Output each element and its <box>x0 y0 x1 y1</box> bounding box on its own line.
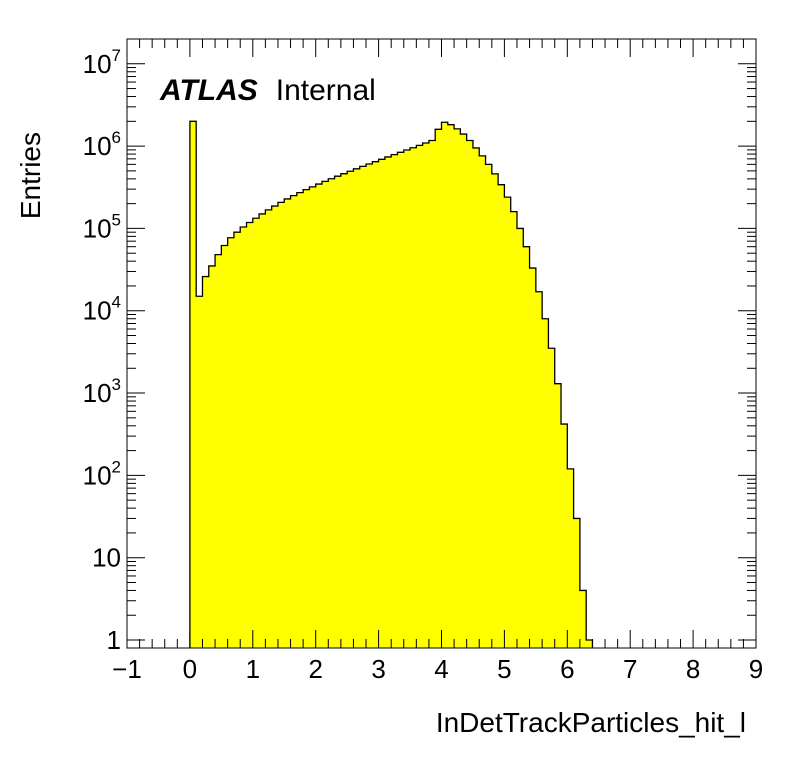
y-axis-title: Entries <box>15 132 46 219</box>
histogram-bin <box>573 518 581 648</box>
histogram-bin <box>472 147 480 648</box>
histogram-bin <box>246 222 254 648</box>
x-tick-label: −1 <box>112 654 142 684</box>
histogram-bin <box>378 159 386 648</box>
x-tick-labels: −1 0 1 2 3 4 5 6 7 8 9 <box>112 654 763 684</box>
histogram-bin <box>303 189 310 648</box>
histogram-bin <box>535 291 543 648</box>
x-tick-label: 3 <box>371 654 385 684</box>
histogram-bars <box>189 120 594 649</box>
histogram-bin <box>410 147 417 648</box>
histogram-bin <box>221 245 228 648</box>
histogram-bin <box>397 152 405 648</box>
histogram-bin <box>334 176 342 648</box>
x-tick-label: 2 <box>308 654 322 684</box>
histogram-bin <box>485 164 493 649</box>
histogram-bin <box>447 124 455 648</box>
histogram-bin <box>454 128 461 649</box>
histogram-bin <box>428 140 436 649</box>
y-tick-label: 1 <box>107 625 121 655</box>
histogram-bin <box>227 237 235 648</box>
histogram-bin <box>403 150 411 648</box>
histogram-bin <box>196 296 203 648</box>
histogram-bin <box>504 197 511 648</box>
x-axis-title: InDetTrackParticles_hit_l <box>436 707 746 738</box>
x-tick-label: 8 <box>686 654 700 684</box>
x-tick-label: 7 <box>623 654 637 684</box>
histogram-bin <box>491 173 499 649</box>
axis-ticks <box>126 38 757 648</box>
histogram-bin <box>189 121 197 648</box>
y-tick-label: 107 <box>83 46 121 79</box>
histogram-bin <box>359 166 367 648</box>
histogram-bin <box>422 143 430 648</box>
histogram-bin <box>340 173 348 648</box>
histogram-bin <box>284 198 291 648</box>
y-tick-label: 106 <box>83 128 121 161</box>
histogram-bin <box>202 276 210 648</box>
histogram-bin <box>259 213 266 648</box>
y-tick-label: 105 <box>83 210 121 243</box>
histogram-bin <box>296 192 304 648</box>
histogram-bin <box>498 184 505 649</box>
histogram-bin <box>321 181 329 649</box>
histogram-bin <box>315 184 323 649</box>
histogram-bin <box>233 232 241 648</box>
histogram-bin <box>579 590 587 648</box>
histogram-bin <box>208 265 216 648</box>
histogram-outline <box>189 120 594 648</box>
histogram-bin <box>516 228 524 649</box>
histogram-bin <box>435 129 442 649</box>
x-tick-label: 0 <box>183 654 197 684</box>
histogram-bin <box>252 218 260 649</box>
histogram-bin <box>265 209 272 648</box>
x-tick-label: 4 <box>434 654 448 684</box>
histogram-bin <box>529 268 537 648</box>
histogram-bin <box>391 154 398 648</box>
atlas-label: ATLAS Internal <box>159 74 376 107</box>
x-tick-label: 6 <box>560 654 574 684</box>
histogram-bin <box>277 202 285 648</box>
histogram-bin <box>372 161 379 649</box>
histogram-bin <box>240 227 247 648</box>
histogram-bin <box>479 155 486 648</box>
x-tick-label: 1 <box>246 654 260 684</box>
x-tick-label: 9 <box>749 654 763 684</box>
histogram-bin <box>586 640 593 648</box>
histogram-bin <box>441 122 449 649</box>
histogram-bin <box>271 206 279 649</box>
y-tick-labels: 1 10 102 103 104 105 106 107 <box>83 46 121 655</box>
histogram-bin <box>460 134 467 648</box>
y-tick-label: 102 <box>83 457 121 490</box>
histogram-bin <box>290 195 298 648</box>
histogram-bin <box>510 211 518 648</box>
histogram-bin <box>215 254 222 648</box>
atlas-status-label: Internal <box>276 74 376 107</box>
histogram-bin <box>384 156 392 648</box>
histogram-bin <box>567 468 574 648</box>
histogram-bin <box>309 186 316 648</box>
y-tick-label: 104 <box>83 293 121 326</box>
histogram-bin <box>548 348 556 648</box>
histogram-bin <box>353 168 361 649</box>
histogram-bin <box>542 318 549 648</box>
histogram-bin <box>347 171 354 649</box>
atlas-experiment-label: ATLAS <box>159 74 258 107</box>
x-tick-label: 5 <box>497 654 511 684</box>
histogram-bin <box>523 246 530 648</box>
histogram-bin <box>561 424 568 648</box>
histogram-bin <box>466 140 474 649</box>
histogram-bin <box>328 178 335 648</box>
y-tick-label: 10 <box>92 543 121 573</box>
histogram-bin <box>554 383 562 648</box>
y-tick-label: 103 <box>83 375 121 408</box>
histogram-bin <box>416 145 423 648</box>
histogram-bin <box>366 164 373 648</box>
